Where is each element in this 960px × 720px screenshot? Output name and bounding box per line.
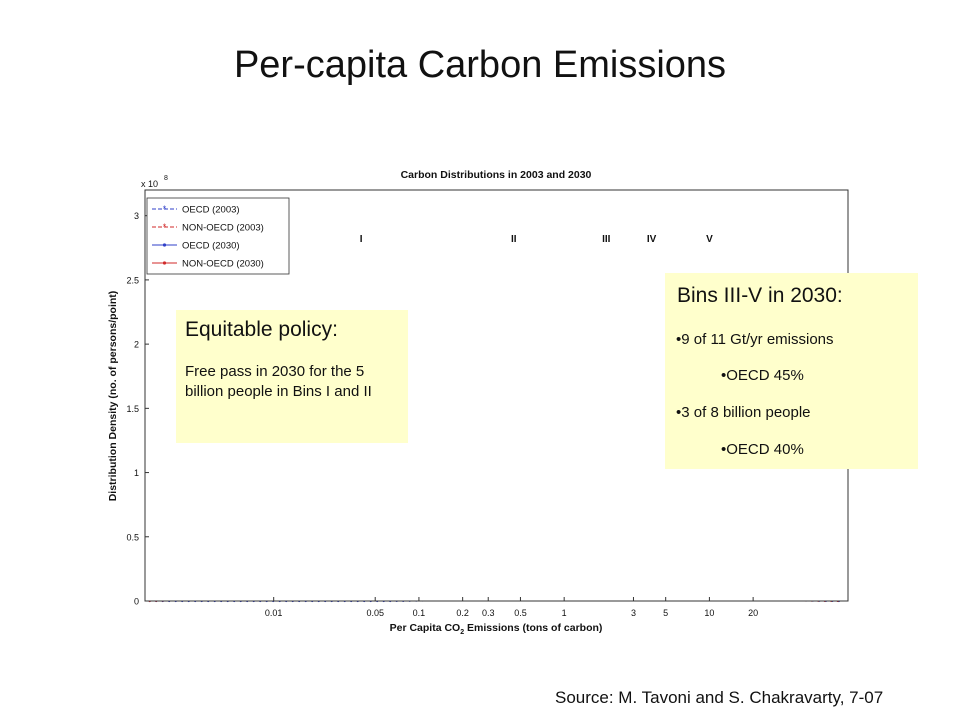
equitable-policy-callout: Equitable policy: Free pass in 2030 for … <box>176 310 408 443</box>
x-tick-label: 10 <box>704 608 714 618</box>
bins-callout-line: •9 of 11 Gt/yr emissions <box>676 331 834 348</box>
equitable-policy-heading: Equitable policy: <box>185 318 338 341</box>
x-tick-label: 5 <box>663 608 668 618</box>
bins-callout-heading: Bins III-V in 2030: <box>677 284 843 307</box>
legend-marker <box>162 243 167 247</box>
x-tick-label: 0.1 <box>413 608 426 618</box>
x-tick-label: 0.01 <box>265 608 283 618</box>
x-axis-label: Per Capita CO2 Emissions (tons of carbon… <box>390 622 603 636</box>
y-tick-label: 1.5 <box>126 404 139 414</box>
x-tick-label: 0.5 <box>514 608 527 618</box>
series-marker: * <box>835 597 838 606</box>
y-multiplier-label: x 10 <box>141 179 158 189</box>
y-tick-label: 0 <box>134 597 139 607</box>
equitable-policy-body: Free pass in 2030 for the 5 billion peop… <box>185 363 372 400</box>
legend-box <box>146 197 290 275</box>
bins-callout: Bins III-V in 2030: •9 of 11 Gt/yr emiss… <box>665 273 918 469</box>
bin-label: II <box>511 234 517 245</box>
bins-callout-line: •3 of 8 billion people <box>676 404 811 421</box>
bin-label: III <box>602 234 611 245</box>
source-citation: Source: M. Tavoni and S. Chakravarty, 7-… <box>555 688 884 707</box>
legend: * OECD (2003) * NON-OECD (2003) OECD (2030) N… <box>146 197 290 275</box>
y-tick-label: 0.5 <box>126 532 139 542</box>
y-tick-label: 2.5 <box>126 275 139 285</box>
legend-label: OECD (2003) <box>182 205 240 216</box>
series-marker: * <box>828 597 831 606</box>
x-tick-label: 0.05 <box>366 608 384 618</box>
x-tick-label: 3 <box>631 608 636 618</box>
y-tick-label: 1 <box>134 468 139 478</box>
bin-label: I <box>360 234 363 245</box>
legend-marker: * <box>163 204 167 214</box>
y-axis-label: Distribution Density (no. of persons/poi… <box>107 291 119 502</box>
y-multiplier-exponent: 8 <box>164 175 168 182</box>
bin-label: V <box>706 234 713 245</box>
legend-marker: * <box>163 222 167 232</box>
y-tick-label: 3 <box>134 211 139 221</box>
x-tick-label: 0.2 <box>456 608 469 618</box>
x-tick-label: 0.3 <box>482 608 495 618</box>
legend-label: NON-OECD (2030) <box>182 259 264 270</box>
series-marker: * <box>822 597 825 606</box>
bins-callout-line: •OECD 40% <box>721 441 804 458</box>
legend-label: OECD (2030) <box>182 241 240 252</box>
legend-label: NON-OECD (2003) <box>182 223 264 234</box>
series-marker: * <box>815 597 818 606</box>
chart-title: Carbon Distributions in 2003 and 2030 <box>401 169 592 181</box>
legend-marker <box>162 261 167 265</box>
y-tick-label: 2 <box>134 340 139 350</box>
x-tick-label: 20 <box>748 608 758 618</box>
bin-label: IV <box>647 234 657 245</box>
slide-title: Per-capita Carbon Emissions <box>233 44 727 86</box>
x-tick-label: 1 <box>562 608 567 618</box>
bins-callout-line: •OECD 45% <box>721 367 804 384</box>
chart-text-layer: I II III IV V00.511.522.530.01 0.05 0.1 0.2 0.3 0… <box>107 169 758 636</box>
